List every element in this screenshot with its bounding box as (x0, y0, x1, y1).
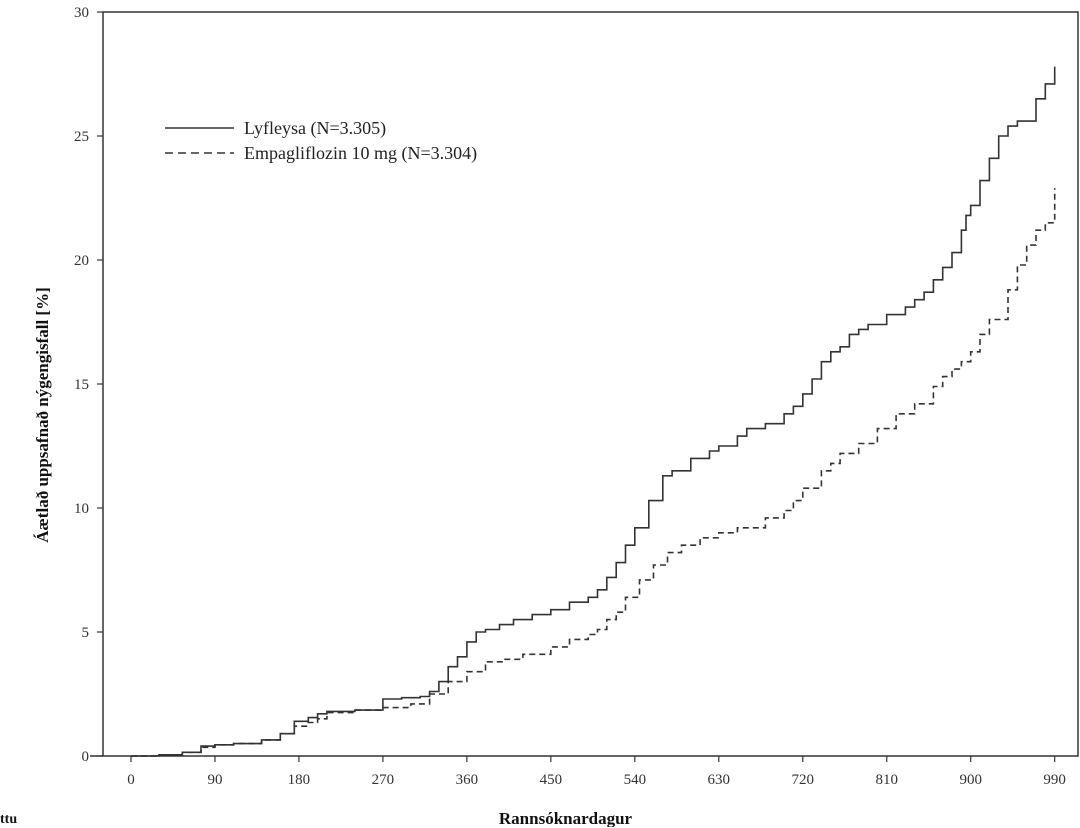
x-tick-label: 630 (708, 772, 731, 788)
legend: Lyfleysa (N=3.305) Empagliflozin 10 mg (… (165, 118, 477, 164)
x-tick-label: 180 (288, 772, 311, 788)
series-layer (131, 66, 1056, 757)
x-tick-label: 270 (372, 772, 395, 788)
x-tick-label: 900 (959, 772, 982, 788)
y-tick-label: 30 (74, 5, 89, 21)
legend-label-empagliflozin: Empagliflozin 10 mg (N=3.304) (244, 143, 477, 164)
y-tick-label: 10 (74, 501, 89, 517)
series-line-empagliflozin (131, 188, 1056, 757)
y-axis-ticks: 0 5 10 15 20 25 30 (74, 5, 103, 765)
y-axis-title: Áætlað uppsafnað nýgengisfall [%] (33, 287, 52, 543)
x-tick-label: 540 (624, 772, 647, 788)
plot-area: 0 90 180 270 360 450 540 630 720 810 900 990 0 5 10 15… (74, 5, 1079, 788)
x-tick-label: 90 (207, 772, 222, 788)
y-tick-label: 5 (82, 625, 90, 641)
y-tick-label: 20 (74, 253, 89, 269)
x-tick-label: 360 (456, 772, 479, 788)
legend-label-placebo: Lyfleysa (N=3.305) (244, 118, 386, 139)
x-tick-label: 990 (1043, 772, 1066, 788)
x-tick-label: 720 (792, 772, 815, 788)
series-line-placebo (131, 66, 1056, 757)
y-tick-label: 0 (82, 749, 90, 765)
cropped-caption-fragment: ttu (0, 812, 18, 827)
x-tick-label: 450 (540, 772, 563, 788)
x-tick-label: 810 (875, 772, 898, 788)
x-axis-title: Rannsóknardagur (499, 809, 633, 827)
x-tick-label: 0 (127, 772, 135, 788)
y-tick-label: 15 (74, 377, 89, 393)
y-tick-label: 25 (74, 129, 89, 145)
x-axis-ticks: 0 90 180 270 360 450 540 630 720 810 900 990 (127, 756, 1066, 788)
